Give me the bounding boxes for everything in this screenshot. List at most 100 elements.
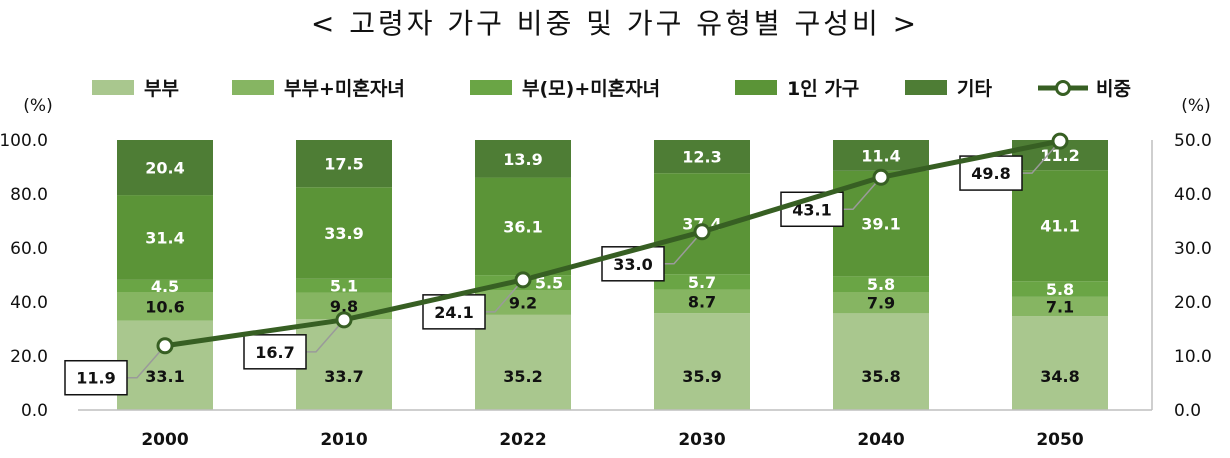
bar-segment: [296, 140, 392, 188]
segment-value-label: 34.8: [1040, 367, 1079, 386]
segment-value-label: 35.2: [503, 367, 542, 386]
bar-segment: [654, 313, 750, 410]
segment-value-label: 9.8: [330, 297, 358, 316]
chart-legend: 부부 부부+미혼자녀 부(모)+미혼자녀 1인 가구 기타 비중: [92, 77, 1131, 100]
bar-segment: [117, 195, 213, 280]
legend-label-2: 부부+미혼자녀: [284, 77, 405, 100]
segment-value-label: 8.7: [688, 292, 716, 311]
share-line: [156, 132, 1069, 355]
line-value-label: 11.9: [76, 369, 115, 388]
x-tick-label: 2000: [141, 430, 188, 450]
line-point: [693, 223, 711, 241]
bar-segment: [833, 292, 929, 314]
legend-swatch-2: [232, 80, 274, 95]
bar-segment: [117, 140, 213, 196]
bar-segment: [117, 292, 213, 321]
line-value-label: 24.1: [434, 303, 473, 322]
x-tick-label: 2022: [499, 430, 546, 450]
segment-value-label: 33.9: [324, 224, 363, 243]
x-tick-label: 2030: [678, 430, 725, 450]
segment-value-label: 10.6: [145, 297, 184, 316]
bar-stacks: [117, 140, 1108, 410]
segment-value-label: 39.1: [861, 215, 900, 234]
segment-value-label: 13.9: [503, 150, 542, 169]
bar-segment: [117, 279, 213, 293]
callout-box: [243, 334, 307, 370]
segment-value-label: 36.1: [503, 217, 542, 236]
x-tick-label: 2040: [857, 430, 904, 450]
segment-value-label: 17.5: [324, 155, 363, 174]
segment-value-label: 11.2: [1040, 146, 1079, 165]
segment-value-label: 9.2: [509, 293, 537, 312]
left-tick-label: 40.0: [10, 293, 48, 313]
bar-segment: [1012, 296, 1108, 317]
legend-line-marker: [1055, 80, 1071, 96]
bar-segment: [654, 274, 750, 290]
legend-swatch-5: [905, 80, 947, 95]
callout-box: [64, 359, 128, 396]
right-tick-label: 0.0: [1174, 401, 1201, 421]
bar-segment: [296, 319, 392, 410]
segment-value-label: 35.9: [682, 367, 721, 386]
legend-swatch-1: [92, 80, 134, 95]
segment-value-label: 35.8: [861, 367, 900, 386]
segment-value-label: 5.8: [867, 275, 895, 294]
line-callouts: 11.9 16.7 24.1 33.0 43.1 49.8: [64, 140, 1061, 396]
right-axis-unit: (%): [1181, 96, 1210, 116]
line-value-label: 49.8: [971, 164, 1010, 183]
segment-labels: 33.1 10.64.5 31.4 20.4 33.7 9.85.1 33.9 17.5 35.…: [145, 146, 1079, 386]
left-tick-label: 20.0: [10, 347, 48, 367]
segment-value-label: 4.5: [151, 277, 179, 296]
legend-swatch-4: [735, 80, 777, 95]
segment-value-label: 20.4: [145, 159, 184, 178]
line-value-label: 43.1: [792, 200, 831, 219]
left-tick-label: 80.0: [10, 185, 48, 205]
segment-value-label: 5.1: [330, 277, 358, 296]
line-point: [1051, 132, 1069, 150]
legend-label-1: 부부: [144, 78, 179, 100]
callout-connector: [664, 231, 703, 265]
line-point: [514, 271, 532, 289]
segment-value-label: 33.7: [324, 367, 363, 386]
left-axis-ticks: 0.0 20.0 40.0 60.0 80.0 100.0: [0, 131, 48, 421]
callout-connector: [485, 279, 524, 313]
bar-segment: [296, 187, 392, 279]
segment-value-label: 11.4: [861, 146, 900, 165]
legend-swatch-3: [470, 80, 512, 95]
segment-value-label: 5.8: [1046, 280, 1074, 299]
right-tick-label: 40.0: [1174, 185, 1212, 205]
x-axis-ticks: 2000 2010 2022 2030 2040 2050: [141, 430, 1083, 450]
left-axis-unit: (%): [23, 96, 52, 116]
right-axis-ticks: 0.0 10.0 20.0 30.0 40.0 50.0: [1174, 131, 1212, 421]
share-line-path: [164, 138, 1061, 349]
bar-segment: [1012, 281, 1108, 297]
bar-segment: [475, 314, 571, 410]
bar-segment: [296, 278, 392, 293]
right-tick-label: 30.0: [1174, 239, 1212, 259]
line-value-label: 33.0: [613, 255, 652, 274]
x-tick-label: 2010: [320, 430, 367, 450]
right-tick-label: 50.0: [1174, 131, 1212, 151]
segment-value-label: 33.1: [145, 367, 184, 386]
line-point: [335, 311, 353, 329]
legend-label-3: 부(모)+미혼자녀: [522, 77, 660, 100]
left-tick-label: 60.0: [10, 239, 48, 259]
legend-label-line: 비중: [1096, 78, 1131, 100]
legend-label-4: 1인 가구: [787, 78, 859, 100]
bar-segment: [654, 289, 750, 314]
bar-segment: [1012, 316, 1108, 410]
left-tick-label: 0.0: [21, 401, 48, 421]
bar-segment: [833, 313, 929, 410]
callout-box: [780, 191, 844, 228]
segment-value-label: 5.7: [688, 273, 716, 292]
bar-segment: [833, 276, 929, 293]
right-tick-label: 20.0: [1174, 293, 1212, 313]
bar-segment: [1012, 170, 1108, 282]
callout-connector: [843, 176, 882, 211]
chart-title: < 고령자 가구 비중 및 가구 유형별 구성비 >: [311, 7, 919, 40]
left-tick-label: 100.0: [0, 131, 48, 151]
segment-value-label: 31.4: [145, 228, 184, 247]
callout-connector: [127, 345, 166, 379]
bar-segment: [833, 140, 929, 171]
